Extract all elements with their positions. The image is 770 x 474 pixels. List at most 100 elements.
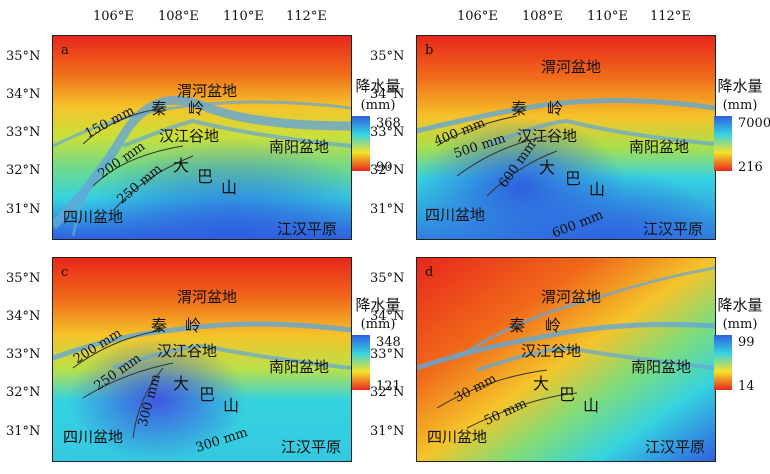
panel-letter-c: c: [61, 265, 69, 280]
place-ba-a: 巴: [197, 167, 216, 186]
place-da-c: 大: [173, 374, 192, 393]
place-qin-a: 秦: [151, 99, 170, 118]
lat-tick-b-34: 34°N: [370, 87, 405, 102]
place-hanjiang-c: 汉江谷地: [157, 342, 218, 360]
lat-tick-a-34: 34°N: [6, 87, 41, 102]
place-shan-d: 山: [583, 396, 602, 415]
lat-tick-a-33: 33°N: [6, 125, 41, 140]
map-panel-c: c 渭河盆地 秦 岭 汉江谷地 南阳盆地 大 巴 山 四川盆地 江汉平原 200…: [52, 257, 352, 462]
lat-tick-d-32: 32°N: [370, 385, 405, 400]
place-ba-b: 巴: [565, 169, 584, 188]
legend-max-d: 99: [738, 335, 755, 350]
place-weihe-a: 渭河盆地: [177, 82, 238, 100]
lat-tick-c-33: 33°N: [6, 347, 41, 362]
lat-tick-d-31: 31°N: [370, 424, 405, 439]
panel-letter-d: d: [425, 265, 434, 280]
legend-unit-b: (mm): [722, 98, 758, 113]
lon-tick-b-112: 112°E: [650, 9, 691, 24]
panel-letter-a: a: [61, 43, 69, 58]
place-sichuan-d: 四川盆地: [427, 428, 488, 446]
place-shan-b: 山: [589, 180, 608, 199]
lat-tick-b-33: 33°N: [370, 125, 405, 140]
place-da-a: 大: [173, 156, 192, 175]
lon-tick-b-106: 106°E: [457, 9, 498, 24]
lat-tick-c-31: 31°N: [6, 424, 41, 439]
place-shan-c: 山: [223, 396, 242, 415]
place-jianghan-b: 江汉平原: [643, 220, 704, 238]
place-nanyang-d: 南阳盆地: [631, 358, 692, 376]
place-hanjiang-d: 汉江谷地: [521, 342, 582, 360]
place-weihe-c: 渭河盆地: [177, 288, 238, 306]
lat-tick-a-31: 31°N: [6, 202, 41, 217]
lat-tick-a-35: 35°N: [6, 49, 41, 64]
legend-max-a: 368: [376, 116, 401, 131]
legend-max-b: 7000: [738, 116, 770, 131]
place-da-b: 大: [539, 158, 558, 177]
precip-raster-b: [417, 36, 715, 239]
legend-min-b: 216: [738, 160, 763, 175]
lon-tick-a-112: 112°E: [286, 9, 327, 24]
legend-min-a: 90: [376, 160, 393, 175]
legend-title-c: 降水量: [355, 296, 401, 314]
place-qin-d: 秦: [509, 316, 528, 335]
place-sichuan-c: 四川盆地: [63, 428, 124, 446]
place-qin-b: 秦: [511, 99, 530, 118]
lat-tick-d-33: 33°N: [370, 347, 405, 362]
lon-tick-b-110: 110°E: [587, 9, 628, 24]
legend-max-c: 348: [376, 335, 401, 350]
precip-raster-d: [417, 258, 715, 461]
lat-tick-c-35: 35°N: [6, 271, 41, 286]
precip-raster-a: [53, 36, 351, 239]
lat-tick-b-35: 35°N: [370, 49, 405, 64]
place-ba-c: 巴: [199, 385, 218, 404]
place-ling-b: 岭: [547, 99, 566, 118]
place-shan-a: 山: [221, 178, 240, 197]
place-weihe-b: 渭河盆地: [541, 58, 602, 76]
legend-colorbar-d: [714, 335, 732, 390]
map-panel-b: b 渭河盆地 秦 岭 汉江谷地 南阳盆地 大 巴 山 四川盆地 江汉平原 400…: [416, 35, 716, 240]
legend-title-a: 降水量: [355, 77, 401, 95]
legend-unit-d: (mm): [722, 317, 758, 332]
place-sichuan-a: 四川盆地: [63, 208, 124, 226]
map-panel-d: d 渭河盆地 秦 岭 汉江谷地 南阳盆地 大 巴 山 四川盆地 江汉平原 30 …: [416, 257, 716, 462]
lon-tick-b-108: 108°E: [522, 9, 563, 24]
place-ling-d: 岭: [545, 316, 564, 335]
lon-tick-a-110: 110°E: [223, 9, 264, 24]
place-ba-d: 巴: [559, 385, 578, 404]
place-jianghan-a: 江汉平原: [277, 220, 338, 238]
place-jianghan-d: 江汉平原: [645, 438, 706, 456]
place-ling-a: 岭: [188, 99, 207, 118]
lat-tick-d-34: 34°N: [370, 309, 405, 324]
place-nanyang-c: 南阳盆地: [269, 358, 330, 376]
legend-unit-c: (mm): [360, 317, 396, 332]
lon-tick-a-106: 106°E: [93, 9, 134, 24]
place-weihe-d: 渭河盆地: [541, 288, 602, 306]
place-nanyang-a: 南阳盆地: [269, 138, 330, 156]
place-hanjiang-a: 汉江谷地: [159, 127, 220, 145]
legend-title-d: 降水量: [717, 296, 763, 314]
legend-colorbar-c: [352, 335, 370, 390]
lat-tick-b-31: 31°N: [370, 202, 405, 217]
legend-min-c: 121: [376, 379, 401, 394]
lat-tick-d-35: 35°N: [370, 271, 405, 286]
panel-letter-b: b: [425, 43, 434, 58]
place-sichuan-b: 四川盆地: [425, 206, 486, 224]
lat-tick-c-32: 32°N: [6, 385, 41, 400]
lat-tick-c-34: 34°N: [6, 309, 41, 324]
lat-tick-a-32: 32°N: [6, 163, 41, 178]
lon-tick-a-108: 108°E: [158, 9, 199, 24]
place-da-d: 大: [533, 374, 552, 393]
legend-colorbar-a: [352, 116, 370, 171]
precip-raster-c: [53, 258, 351, 461]
map-panel-a: a 渭河盆地 秦 岭 汉江谷地 南阳盆地 大 巴 山 四川盆地 江汉平原 150…: [52, 35, 352, 240]
place-ling-c: 岭: [185, 316, 204, 335]
legend-min-d: 14: [738, 379, 755, 394]
legend-colorbar-b: [714, 116, 732, 171]
place-jianghan-c: 江汉平原: [281, 438, 342, 456]
place-nanyang-b: 南阳盆地: [629, 138, 690, 156]
legend-title-b: 降水量: [717, 77, 763, 95]
place-qin-c: 秦: [151, 316, 170, 335]
legend-unit-a: (mm): [360, 98, 396, 113]
place-hanjiang-b: 汉江谷地: [517, 127, 578, 145]
lat-tick-b-32: 32°N: [370, 163, 405, 178]
